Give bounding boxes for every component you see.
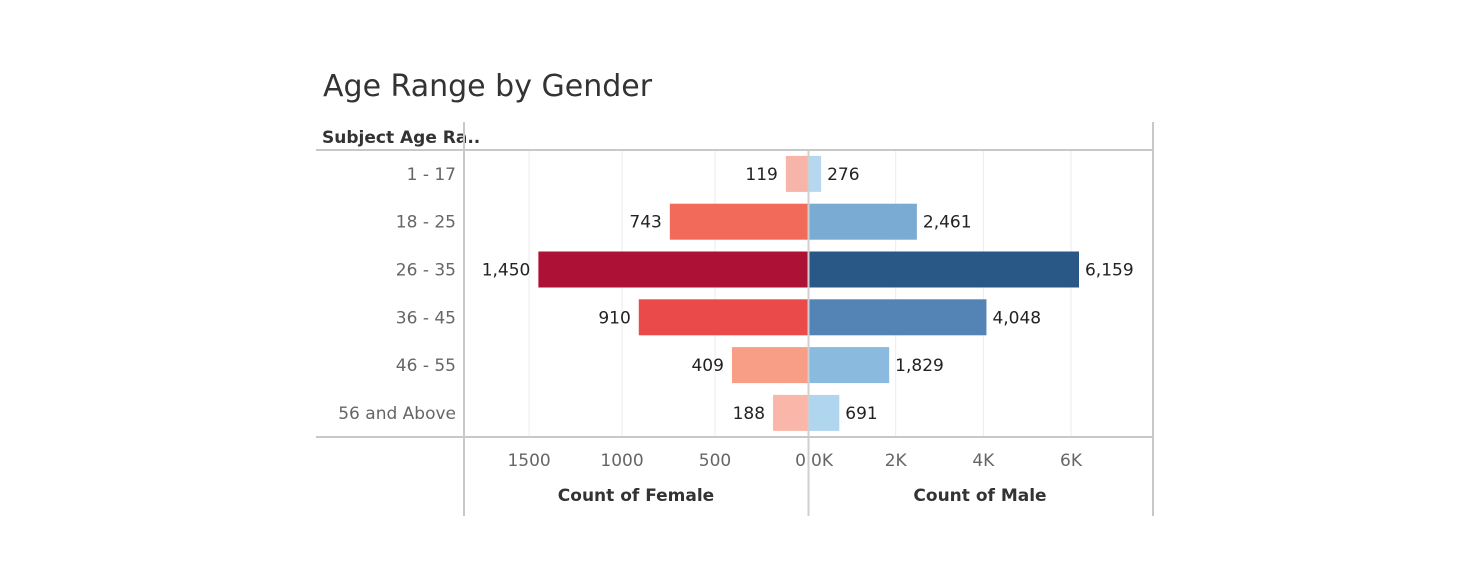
female-bar[interactable]	[538, 251, 808, 288]
male-value-label: 691	[845, 404, 877, 424]
female-value-label: 119	[745, 165, 777, 185]
female-bar[interactable]	[669, 203, 808, 240]
male-tick-label: 4K	[972, 451, 995, 471]
female-tick-label: 1500	[507, 451, 550, 471]
female-value-label: 1,450	[482, 261, 531, 281]
category-label: 56 and Above	[338, 404, 456, 424]
male-bar[interactable]	[809, 299, 987, 336]
female-value-label: 409	[691, 356, 723, 376]
female-bar[interactable]	[638, 299, 808, 336]
female-value-label: 743	[629, 213, 661, 233]
male-value-label: 276	[827, 165, 859, 185]
male-value-label: 1,829	[895, 356, 944, 376]
category-label: 36 - 45	[396, 308, 456, 328]
chart-title: Age Range by Gender	[323, 69, 653, 104]
female-value-label: 910	[598, 308, 630, 328]
female-bar[interactable]	[731, 347, 808, 384]
male-axis-title: Count of Male	[913, 486, 1046, 506]
axis-ticks: 0 500 1000 1500 0K 2K 4K 6K	[507, 451, 1082, 471]
female-bar[interactable]	[773, 394, 808, 431]
category-label: 1 - 17	[407, 165, 456, 185]
male-value-label: 4,048	[992, 308, 1041, 328]
row-header: Subject Age Ra..	[322, 128, 480, 148]
female-tick-label: 1000	[600, 451, 643, 471]
male-tick-label: 0K	[811, 451, 834, 471]
bars-layer	[538, 155, 1079, 431]
gridlines	[528, 151, 1072, 436]
category-label: 26 - 35	[396, 261, 456, 281]
male-bar[interactable]	[809, 155, 822, 192]
male-value-label: 6,159	[1085, 261, 1134, 281]
female-axis-title: Count of Female	[558, 486, 714, 506]
female-value-label: 188	[733, 404, 765, 424]
female-tick-label: 0	[795, 451, 806, 471]
male-bar[interactable]	[809, 251, 1079, 288]
category-label: 46 - 55	[396, 356, 456, 376]
male-tick-label: 2K	[885, 451, 908, 471]
category-label: 18 - 25	[396, 213, 456, 233]
male-bar[interactable]	[809, 203, 917, 240]
female-tick-label: 500	[699, 451, 731, 471]
category-labels: 1 - 17 18 - 25 26 - 35 36 - 45 46 - 55 56 and…	[338, 165, 456, 424]
value-labels: 119 276 743 2,461 1,450 6,159 910 4,048 409 1,829…	[482, 165, 1134, 424]
male-value-label: 2,461	[923, 213, 972, 233]
male-bar[interactable]	[809, 394, 840, 431]
male-tick-label: 6K	[1060, 451, 1083, 471]
female-bar[interactable]	[785, 155, 808, 192]
male-bar[interactable]	[809, 347, 890, 384]
